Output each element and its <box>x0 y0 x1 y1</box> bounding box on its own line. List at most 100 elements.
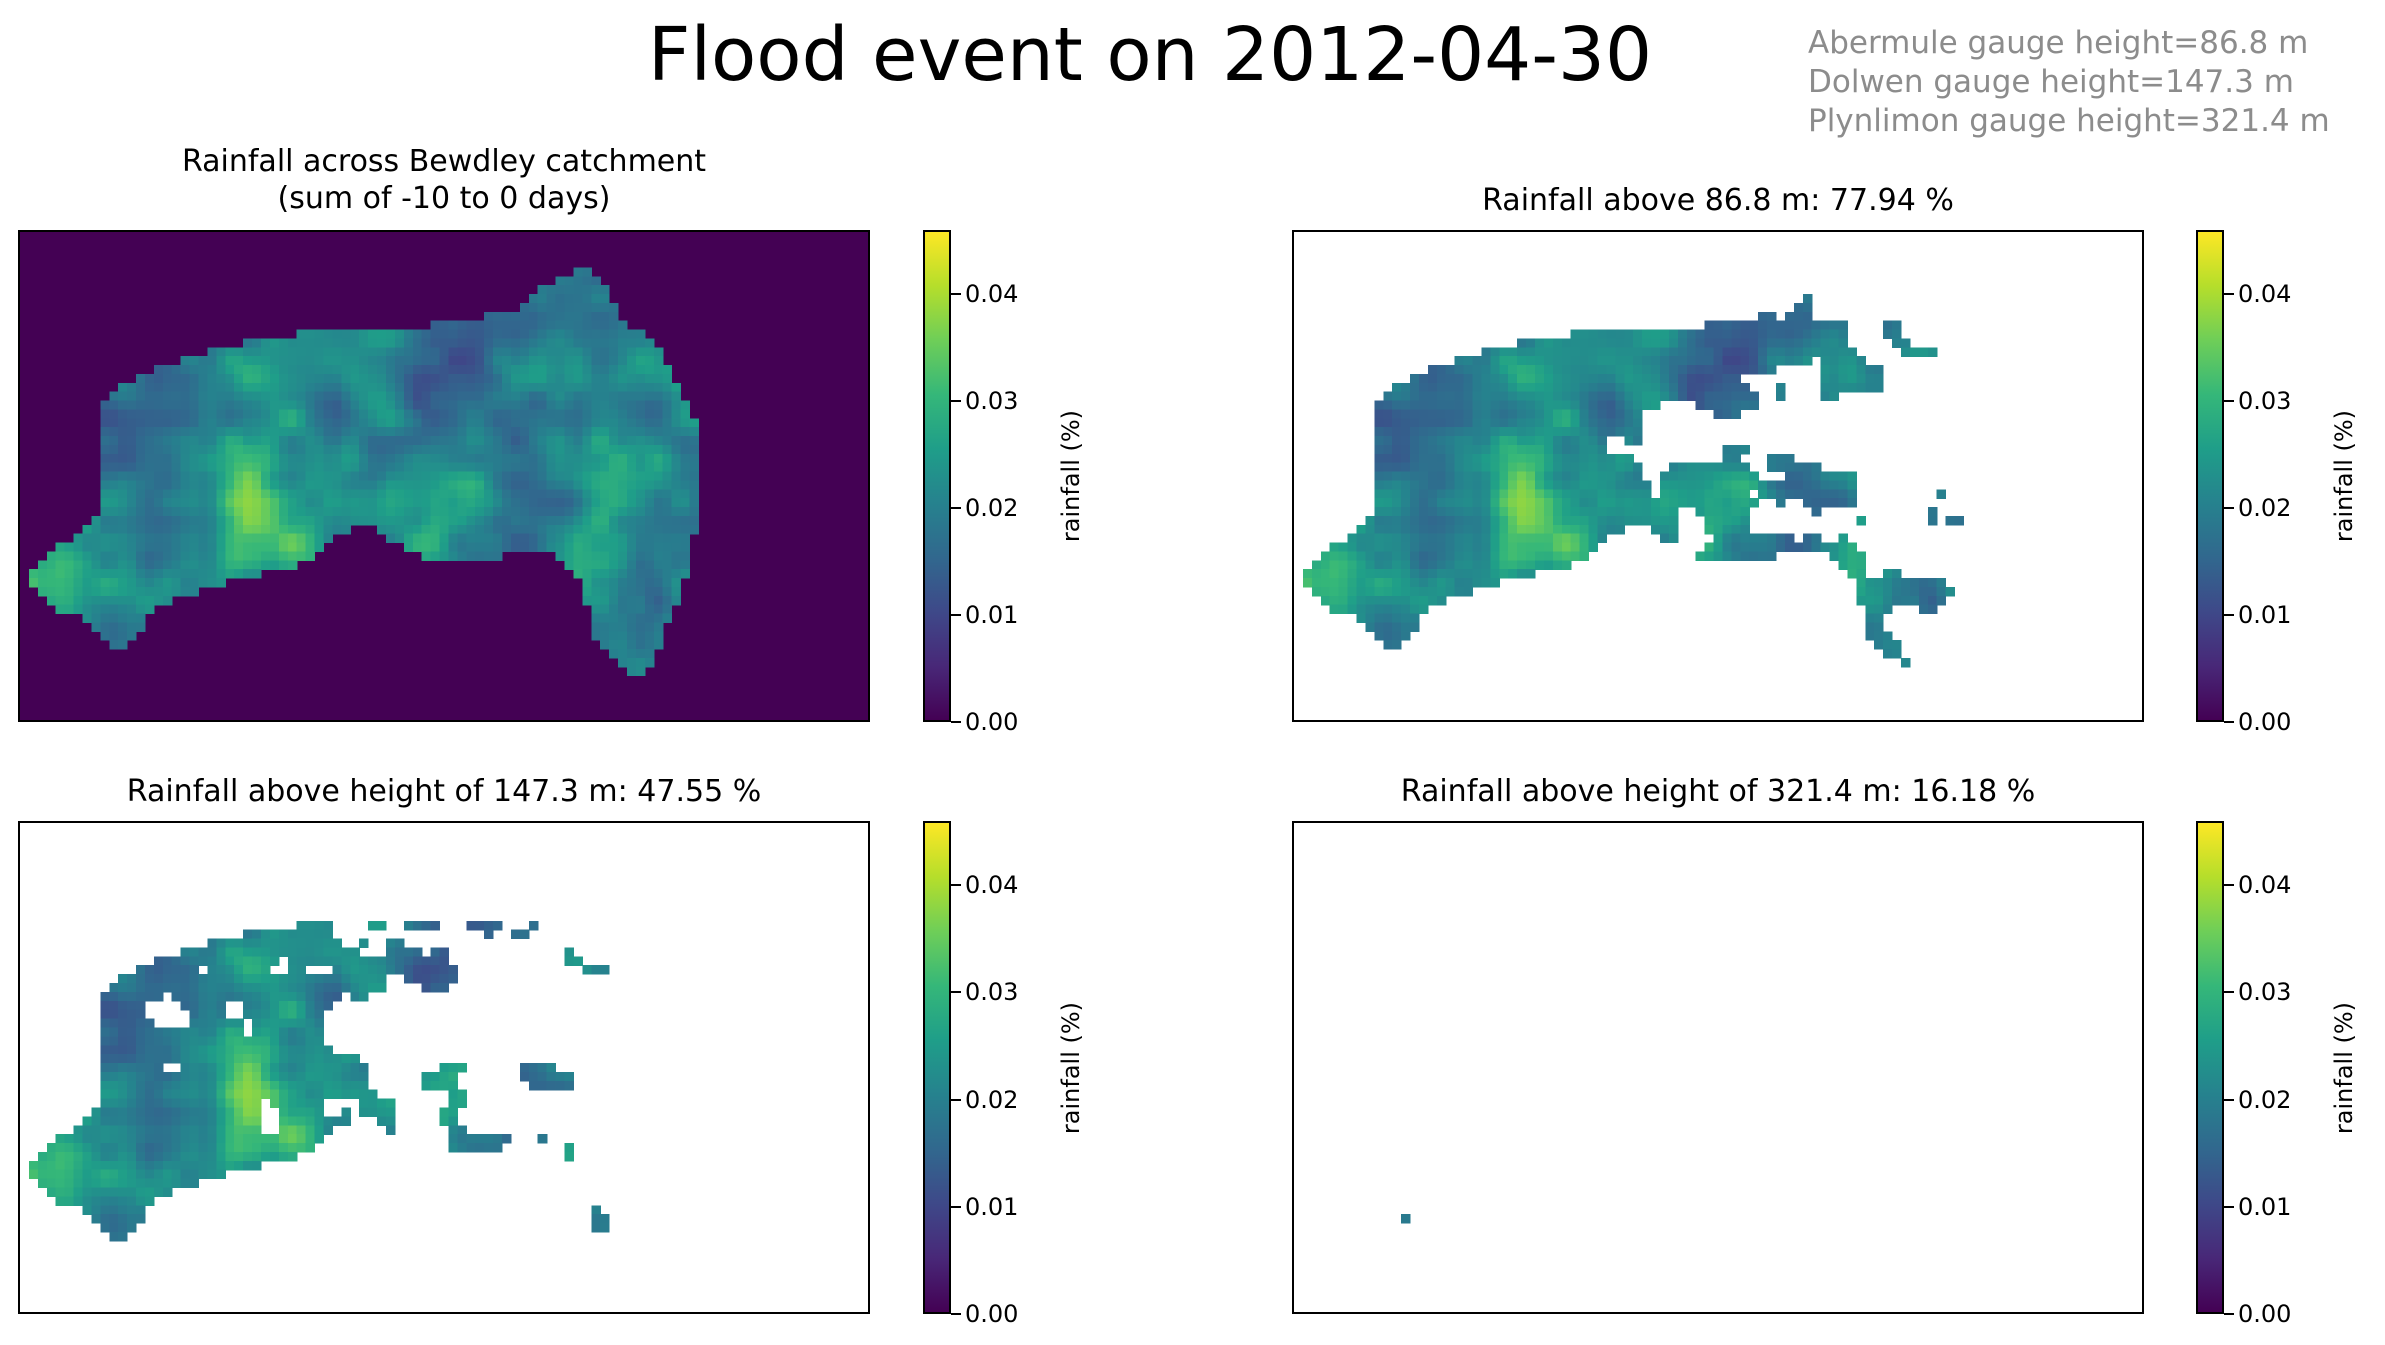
heatmap-cell <box>1624 427 1634 437</box>
heatmap-cell <box>332 338 342 348</box>
heatmap-cell <box>421 436 432 446</box>
heatmap-cell <box>1642 498 1652 508</box>
heatmap-cell <box>439 1107 450 1117</box>
heatmap-cell <box>484 1134 494 1144</box>
heatmap-cell <box>528 480 539 490</box>
heatmap-cell <box>528 329 539 340</box>
heatmap-cell <box>1740 471 1750 482</box>
heatmap-cell <box>1686 365 1697 375</box>
heatmap-cell <box>1731 356 1741 366</box>
heatmap-cell <box>207 365 217 375</box>
heatmap-cell <box>118 524 128 535</box>
heatmap-cell <box>671 409 682 419</box>
heatmap-cell <box>287 1009 298 1020</box>
heatmap-cell <box>341 436 351 446</box>
heatmap-cell <box>1535 391 1545 402</box>
heatmap-cell <box>314 1125 325 1135</box>
heatmap-cell <box>448 1134 458 1144</box>
heatmap-cell <box>1811 480 1822 490</box>
heatmap-cell <box>1347 533 1358 544</box>
heatmap-cell <box>1758 533 1768 544</box>
heatmap-cell <box>1490 365 1500 375</box>
heatmap-cell <box>243 569 253 579</box>
heatmap-cell <box>1722 347 1732 357</box>
heatmap-cell <box>564 338 575 348</box>
heatmap-cell <box>332 956 342 966</box>
heatmap-cell <box>153 400 164 411</box>
heatmap-cell <box>136 983 146 993</box>
heatmap-cell <box>600 1214 610 1224</box>
heatmap-cell <box>261 1063 271 1073</box>
heatmap-cell <box>1543 507 1554 517</box>
heatmap-cell <box>261 400 271 411</box>
heatmap-cell <box>234 1107 244 1117</box>
heatmap-cell <box>296 489 307 499</box>
heatmap-cell <box>1499 400 1509 411</box>
heatmap-cell <box>1606 382 1616 393</box>
heatmap-cell <box>269 453 280 464</box>
heatmap-cell <box>287 533 298 544</box>
heatmap-cell <box>269 400 280 411</box>
heatmap-cell <box>1927 515 1938 526</box>
heatmap-cell <box>1383 400 1393 411</box>
heatmap-cell <box>412 920 423 931</box>
heatmap-cell <box>493 356 503 366</box>
heatmap-cell <box>171 524 182 535</box>
heatmap-cell <box>439 400 450 411</box>
heatmap-cell <box>653 631 664 641</box>
heatmap-cell <box>100 533 110 544</box>
heatmap-cell <box>234 983 244 993</box>
heatmap-cell <box>1472 507 1483 517</box>
heatmap-cell <box>1579 365 1590 375</box>
heatmap-cell <box>484 444 494 455</box>
heatmap-cell <box>180 480 191 490</box>
heatmap-cell <box>118 1027 128 1037</box>
heatmap-cell <box>1383 631 1393 641</box>
heatmap-cell <box>475 489 485 499</box>
heatmap-cell <box>448 373 458 384</box>
heatmap-cell <box>198 1151 209 1162</box>
heatmap-cell <box>421 974 432 984</box>
heatmap-cell <box>261 480 271 490</box>
heatmap-cell <box>546 480 557 490</box>
heatmap-cell <box>225 1027 235 1037</box>
heatmap-cell <box>252 418 262 428</box>
heatmap-cell <box>528 347 539 357</box>
heatmap-cell <box>109 604 119 615</box>
heatmap-cell <box>502 382 512 393</box>
heatmap-cell <box>1936 578 1947 588</box>
heatmap-cell <box>225 400 235 411</box>
heatmap-cell <box>136 489 146 499</box>
heatmap-cell <box>510 356 521 366</box>
heatmap-cell <box>1508 480 1518 490</box>
heatmap-cell <box>252 524 262 535</box>
heatmap-cell <box>109 409 119 419</box>
heatmap-cell <box>519 524 530 535</box>
heatmap-cell <box>555 480 566 490</box>
heatmap-cell <box>127 444 137 455</box>
heatmap-cell <box>1481 507 1491 517</box>
heatmap-cell <box>1454 427 1465 437</box>
heatmap-cell <box>555 347 566 357</box>
heatmap-cell <box>1401 604 1411 615</box>
heatmap-cell <box>1561 365 1572 375</box>
heatmap-cell <box>448 409 458 419</box>
heatmap-cell <box>216 400 226 411</box>
heatmap-cell <box>1472 471 1483 482</box>
heatmap-cell <box>359 356 369 366</box>
heatmap-cell <box>528 920 539 931</box>
heatmap-cell <box>198 1054 209 1064</box>
colorbar-tick <box>2224 293 2234 296</box>
heatmap-cell <box>207 436 217 446</box>
heatmap-cell <box>1740 356 1750 366</box>
heatmap-cell <box>189 489 200 499</box>
heatmap-cell <box>118 1223 128 1233</box>
heatmap-cell <box>394 373 405 384</box>
heatmap-cell <box>296 480 307 490</box>
heatmap-cell <box>1776 480 1786 490</box>
heatmap-cell <box>368 965 378 975</box>
heatmap-cell <box>1686 480 1697 490</box>
heatmap-cell <box>1811 533 1822 544</box>
heatmap-cell <box>430 409 441 419</box>
heatmap-cell <box>314 400 325 411</box>
